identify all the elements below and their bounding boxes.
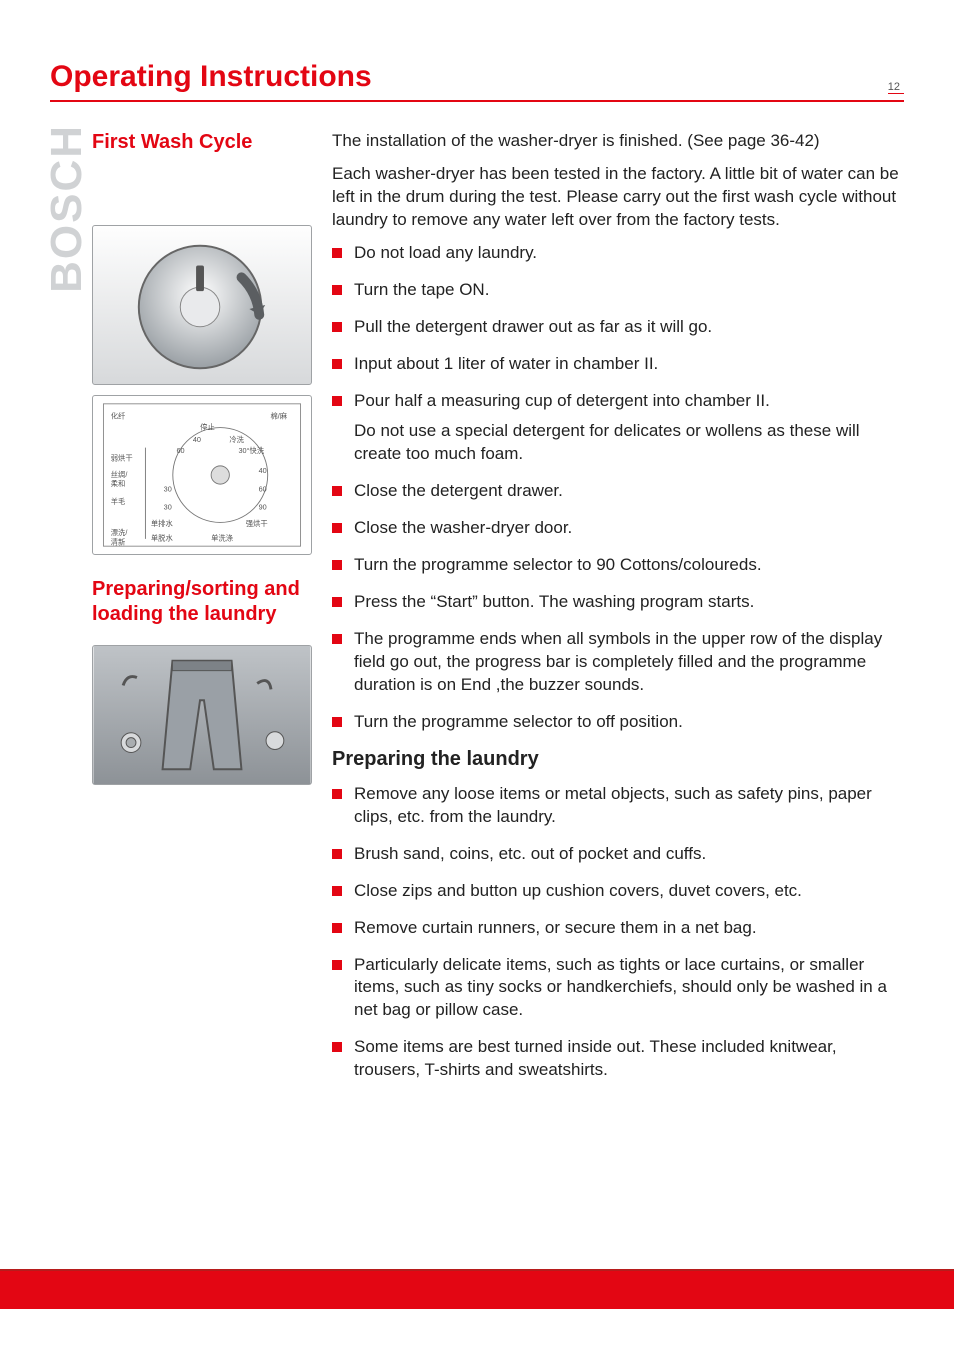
section1-heading: First Wash Cycle <box>92 130 310 155</box>
svg-text:60: 60 <box>259 484 267 493</box>
svg-text:冷洗: 冷洗 <box>229 435 244 444</box>
bullet-item: Brush sand, coins, etc. out of pocket an… <box>332 843 904 866</box>
svg-text:30: 30 <box>164 503 172 512</box>
section1-note: Do not use a special detergent for delic… <box>354 420 904 466</box>
svg-text:30°快洗: 30°快洗 <box>239 446 265 455</box>
bullet-item: Do not load any laundry. <box>332 242 904 265</box>
laundry-illustration <box>92 645 312 785</box>
svg-text:单脱水: 单脱水 <box>151 534 174 543</box>
bullet-item: Pull the detergent drawer out as far as … <box>332 316 904 339</box>
svg-text:40: 40 <box>259 466 267 475</box>
svg-text:单排水: 单排水 <box>151 519 174 528</box>
bullet-item: Remove curtain runners, or secure them i… <box>332 917 904 940</box>
svg-text:化纤: 化纤 <box>111 411 126 420</box>
footer-bar <box>0 1269 954 1309</box>
svg-text:强烘干: 强烘干 <box>246 519 268 528</box>
control-panel-illustration: 化纤 棉/麻 停止 冷洗 40 60 30°快洗 40 60 90 弱烘干 丝绸… <box>92 395 312 555</box>
svg-text:停止: 停止 <box>200 422 215 431</box>
bullet-item: Input about 1 liter of water in chamber … <box>332 353 904 376</box>
svg-text:90: 90 <box>259 503 267 512</box>
bullet-item: Turn the tape ON. <box>332 279 904 302</box>
bullet-item: Close zips and button up cushion covers,… <box>332 880 904 903</box>
svg-text:弱烘干: 弱烘干 <box>111 453 133 462</box>
bullet-item: Close the detergent drawer. <box>332 480 904 503</box>
svg-text:60: 60 <box>176 446 184 455</box>
bullet-item: Some items are best turned inside out. T… <box>332 1036 904 1082</box>
svg-text:40: 40 <box>193 435 201 444</box>
svg-text:漂洗/: 漂洗/ <box>111 528 129 537</box>
brand-logo-vertical: BOSCH <box>42 124 92 293</box>
svg-text:柔和: 柔和 <box>111 479 126 488</box>
section1-bullets2: Close the detergent drawer. Close the wa… <box>332 480 904 734</box>
section1-intro1: The installation of the washer-dryer is … <box>332 130 904 153</box>
bullet-item: Close the washer-dryer door. <box>332 517 904 540</box>
svg-text:棉/麻: 棉/麻 <box>270 411 287 420</box>
section1-intro2: Each washer-dryer has been tested in the… <box>332 163 904 232</box>
section2-subhead: Preparing the laundry <box>332 748 904 771</box>
bullet-item: Press the “Start” button. The washing pr… <box>332 591 904 614</box>
bullet-item: Remove any loose items or metal objects,… <box>332 783 904 829</box>
page-number: 12 <box>888 81 904 94</box>
page-title: Operating Instructions <box>50 60 372 94</box>
bullet-item: Particularly delicate items, such as tig… <box>332 954 904 1023</box>
svg-text:30: 30 <box>164 484 172 493</box>
section2-bullets: Remove any loose items or metal objects,… <box>332 783 904 1082</box>
bullet-item: Turn the programme selector to off posit… <box>332 711 904 734</box>
bullet-item: Turn the programme selector to 90 Cotton… <box>332 554 904 577</box>
bullet-item: Pour half a measuring cup of detergent i… <box>332 390 904 413</box>
svg-text:单洗涤: 单洗涤 <box>211 534 233 543</box>
section2-heading: Preparing/sorting and loading the laundr… <box>92 577 310 627</box>
svg-text:羊毛: 羊毛 <box>111 497 126 506</box>
bullet-item: The programme ends when all symbols in t… <box>332 628 904 697</box>
title-row: Operating Instructions 12 <box>50 60 904 102</box>
section1-bullets: Do not load any laundry. Turn the tape O… <box>332 242 904 413</box>
dial-illustration <box>92 225 312 385</box>
svg-text:丝绸/: 丝绸/ <box>111 470 129 479</box>
svg-text:清新: 清新 <box>111 537 126 546</box>
